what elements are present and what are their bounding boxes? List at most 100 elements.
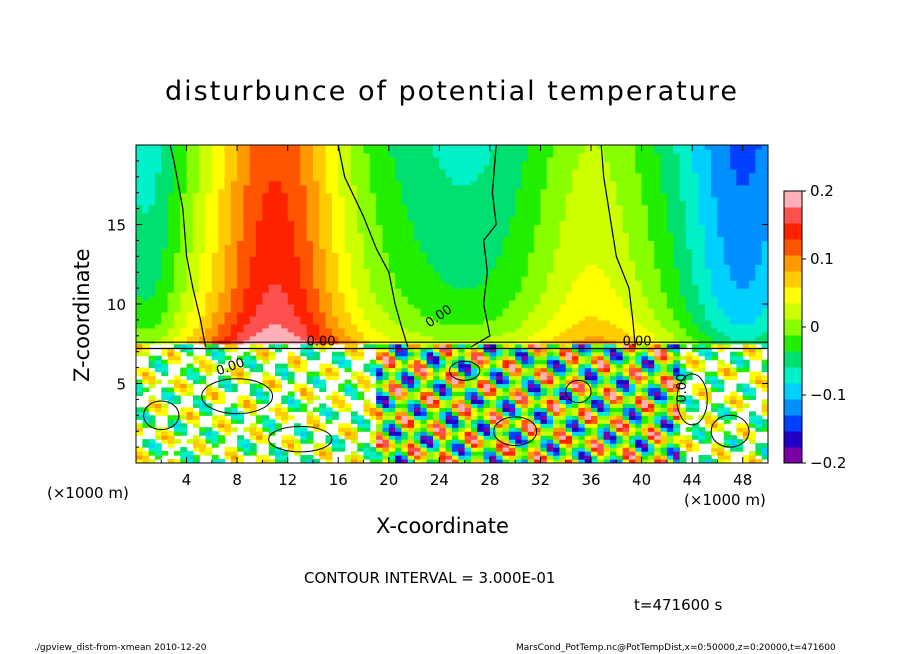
heatmap-cell	[363, 192, 371, 198]
heatmap-cell	[338, 152, 346, 158]
heatmap-cell	[546, 447, 554, 452]
heatmap-cell	[534, 196, 542, 202]
heatmap-cell	[249, 427, 257, 432]
heatmap-cell	[521, 184, 529, 190]
heatmap-cell	[439, 447, 447, 452]
heatmap-cell	[173, 459, 181, 463]
heatmap-cell	[249, 411, 257, 416]
heatmap-cell	[357, 212, 365, 218]
heatmap-cell	[388, 204, 396, 210]
heatmap-cell	[433, 347, 440, 353]
heatmap-cell	[268, 208, 276, 214]
heatmap-cell	[173, 172, 181, 178]
heatmap-cell	[534, 168, 542, 174]
heatmap-cell	[445, 220, 453, 226]
heatmap-cell	[224, 248, 232, 253]
heatmap-cell	[350, 240, 358, 245]
heatmap-cell	[369, 327, 377, 333]
heatmap-cell	[262, 160, 270, 166]
heatmap-cell	[439, 200, 447, 206]
heatmap-cell	[148, 180, 156, 186]
heatmap-cell	[180, 307, 188, 313]
heatmap-cell	[230, 311, 238, 317]
heatmap-cell	[439, 311, 447, 317]
heatmap-cell	[344, 252, 352, 257]
heatmap-cell	[407, 315, 415, 321]
heatmap-cell	[540, 148, 548, 154]
heatmap-cell	[224, 367, 232, 373]
heatmap-cell	[407, 296, 415, 301]
heatmap-cell	[186, 192, 194, 198]
heatmap-cell	[294, 188, 301, 194]
heatmap-cell	[275, 319, 282, 325]
heatmap-cell	[256, 284, 263, 289]
heatmap-cell	[559, 319, 567, 325]
heatmap-cell	[363, 184, 371, 190]
heatmap-cell	[483, 176, 491, 182]
heatmap-cell	[294, 403, 301, 408]
heatmap-cell	[136, 216, 143, 222]
heatmap-cell	[502, 383, 510, 389]
heatmap-cell	[287, 228, 295, 234]
heatmap-cell	[414, 447, 421, 452]
heatmap-cell	[224, 216, 232, 222]
heatmap-cell	[275, 256, 282, 261]
heatmap-cell	[489, 323, 497, 329]
heatmap-cell	[192, 212, 200, 218]
heatmap-cell	[350, 276, 358, 281]
heatmap-cell	[534, 327, 542, 333]
heatmap-cell	[136, 152, 143, 158]
heatmap-cell	[148, 284, 156, 289]
heatmap-cell	[489, 244, 497, 249]
heatmap-cell	[319, 260, 327, 265]
heatmap-cell	[527, 232, 535, 238]
heatmap-cell	[414, 451, 421, 456]
heatmap-cell	[546, 252, 554, 257]
heatmap-cell	[350, 260, 358, 265]
heatmap-cell	[312, 304, 320, 309]
heatmap-cell	[256, 192, 263, 198]
heatmap-cell	[420, 439, 428, 444]
heatmap-cell	[426, 160, 434, 166]
heatmap-cell	[553, 252, 561, 257]
heatmap-cell	[154, 359, 162, 365]
heatmap-cell	[470, 431, 478, 436]
heatmap-cell	[331, 272, 339, 277]
heatmap-cell	[433, 351, 440, 357]
heatmap-cell	[319, 224, 327, 230]
heatmap-cell	[199, 288, 207, 293]
heatmap-cell	[439, 280, 447, 285]
heatmap-cell	[527, 264, 535, 269]
heatmap-cell	[559, 236, 567, 241]
heatmap-cell	[275, 236, 282, 241]
heatmap-cell	[312, 204, 320, 210]
heatmap-cell	[218, 379, 226, 385]
heatmap-cell	[420, 228, 428, 234]
heatmap-cell	[275, 415, 282, 420]
heatmap-cell	[420, 212, 428, 218]
heatmap-cell	[275, 423, 282, 428]
heatmap-cell	[148, 200, 156, 206]
heatmap-cell	[205, 212, 213, 218]
heatmap-cell	[294, 363, 301, 369]
heatmap-cell	[262, 145, 270, 150]
heatmap-cell	[458, 443, 466, 448]
heatmap-cell	[142, 272, 150, 277]
heatmap-cell	[414, 387, 421, 393]
heatmap-cell	[407, 387, 415, 393]
heatmap-cell	[268, 184, 276, 190]
heatmap-cell	[445, 280, 453, 285]
heatmap-cell	[287, 276, 295, 281]
heatmap-cell	[559, 224, 567, 230]
heatmap-cell	[470, 407, 478, 412]
heatmap-cell	[395, 435, 403, 440]
heatmap-cell	[477, 415, 485, 420]
heatmap-cell	[180, 236, 188, 241]
heatmap-cell	[388, 355, 396, 361]
heatmap-cell	[262, 415, 270, 420]
heatmap-cell	[319, 403, 327, 408]
heatmap-cell	[470, 268, 478, 273]
heatmap-cell	[199, 407, 207, 412]
heatmap-cell	[344, 304, 352, 309]
heatmap-cell	[148, 204, 156, 210]
